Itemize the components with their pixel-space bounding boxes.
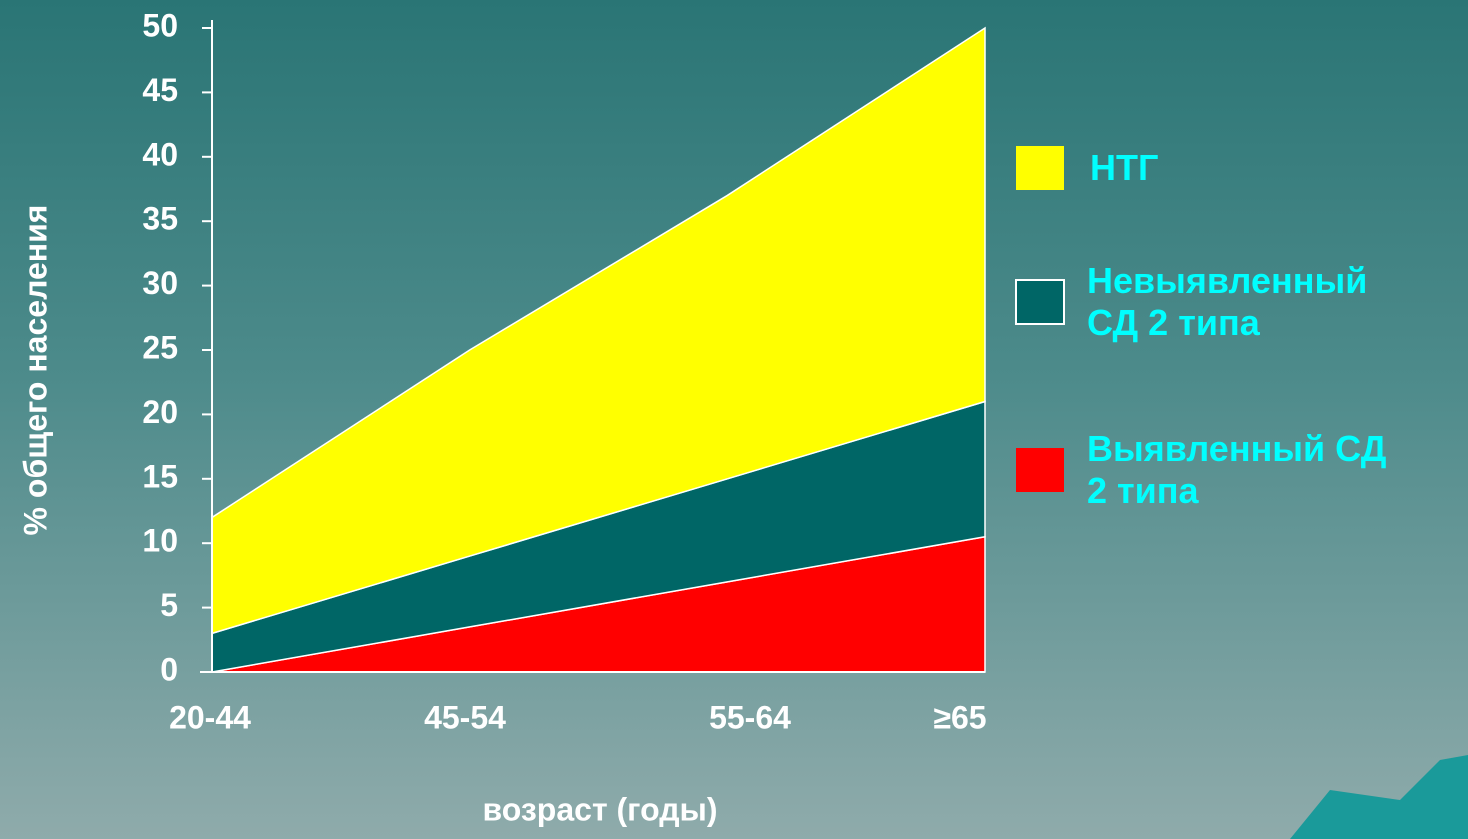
x-tick-label: 55-64 — [709, 699, 791, 735]
area — [211, 26, 986, 635]
x-tick-label: ≥65 — [933, 699, 986, 735]
x-tick-label: 20-44 — [169, 699, 251, 735]
y-tick-label: 50 — [142, 7, 178, 43]
x-axis-title: возраст (годы) — [483, 791, 718, 827]
y-tick-label: 5 — [160, 587, 178, 623]
y-tick-label: 30 — [142, 265, 178, 301]
y-tick-label: 25 — [142, 329, 178, 365]
legend-label: Невыявленный СД 2 типа — [1087, 260, 1368, 343]
y-tick-label: 40 — [142, 136, 178, 172]
y-tick-label: 10 — [142, 523, 178, 559]
decoration — [1290, 755, 1468, 839]
y-tick-label: 0 — [160, 651, 178, 687]
legend-swatch — [1016, 448, 1064, 492]
x-tick-label: 45-54 — [424, 699, 506, 735]
y-tick-label: 15 — [142, 458, 178, 494]
legend-label: НТГ — [1090, 147, 1159, 188]
legend-label: Выявленный СД 2 типа — [1087, 428, 1387, 511]
y-tick-label: 35 — [142, 201, 178, 237]
legend-swatch — [1015, 279, 1065, 325]
y-tick-label: 20 — [142, 394, 178, 430]
y-tick-label: 45 — [142, 72, 178, 108]
legend-swatch — [1016, 146, 1064, 190]
y-axis-title: % общего населения — [17, 205, 53, 536]
